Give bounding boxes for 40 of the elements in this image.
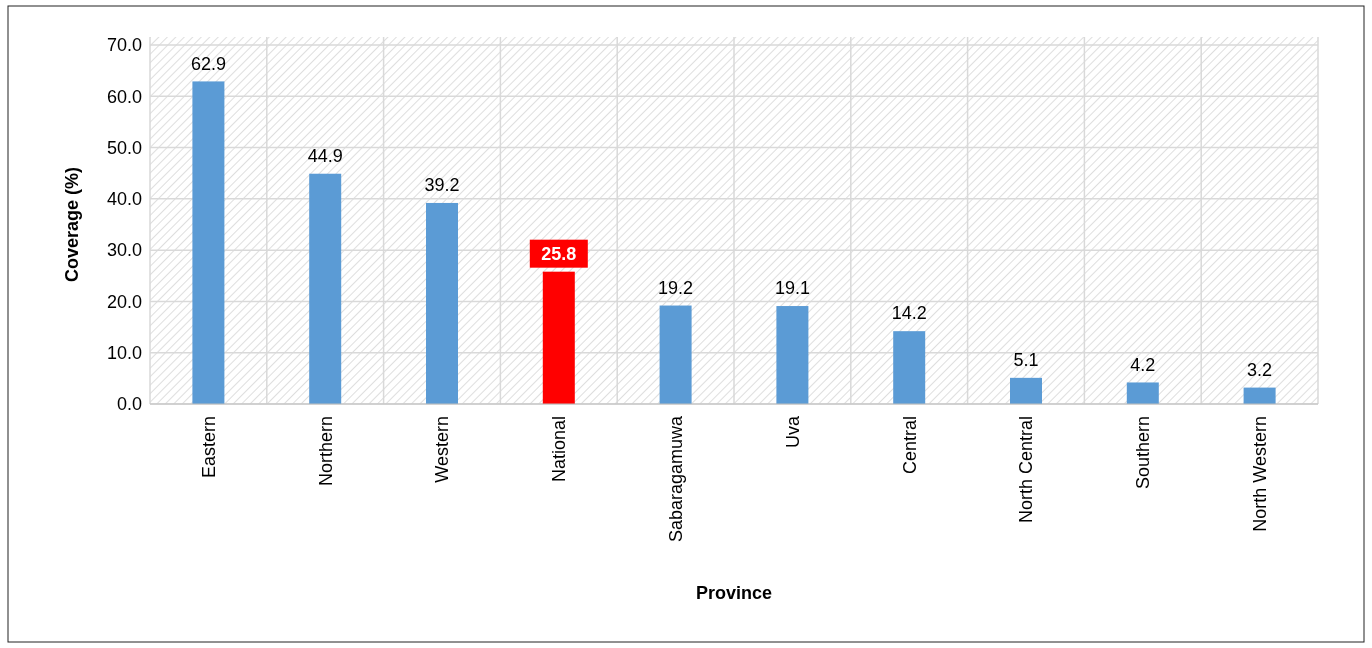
bar: [776, 306, 809, 404]
x-tick-label: Eastern: [198, 416, 219, 479]
bar: [893, 331, 926, 404]
y-tick-label: 40.0: [106, 189, 142, 210]
y-tick-label: 60.0: [106, 86, 142, 107]
x-tick-label: North Central: [1016, 416, 1037, 524]
data-label: 19.1: [774, 278, 810, 299]
data-label: 25.8: [541, 243, 577, 264]
x-tick-label: Uva: [782, 415, 803, 449]
data-label: 44.9: [307, 146, 343, 167]
data-label: 3.2: [1247, 359, 1273, 380]
y-tick-label: 70.0: [106, 35, 142, 56]
bar: [542, 271, 575, 404]
y-axis-title: Coverage (%): [62, 166, 82, 283]
data-label: 62.9: [190, 53, 226, 74]
data-label: 4.2: [1130, 354, 1156, 375]
x-tick-label: Western: [432, 416, 453, 483]
x-tick-label: Southern: [1133, 416, 1154, 490]
bar: [426, 202, 458, 404]
bar: [1126, 382, 1159, 404]
x-tick-label: National: [549, 416, 570, 483]
x-axis-title: Province: [695, 583, 773, 603]
data-label: 39.2: [424, 175, 460, 196]
data-label: 19.2: [658, 277, 694, 298]
x-tick-label: Sabaragamuwa: [665, 415, 686, 543]
y-tick-label: 10.0: [106, 343, 142, 364]
x-tick-label: Northern: [315, 416, 336, 487]
bar: [192, 81, 225, 404]
data-label: 14.2: [891, 303, 927, 324]
y-tick-label: 20.0: [106, 291, 142, 312]
x-tick-label: North Western: [1249, 416, 1270, 532]
y-tick-label: 30.0: [106, 240, 142, 261]
bar: [309, 173, 342, 404]
bar: [1010, 377, 1042, 404]
y-tick-label: 0.0: [116, 394, 142, 415]
data-label: 5.1: [1013, 350, 1039, 371]
bar: [659, 305, 692, 404]
y-tick-label: 50.0: [106, 137, 142, 158]
bar: [1243, 387, 1276, 404]
x-tick-label: Central: [899, 416, 920, 475]
